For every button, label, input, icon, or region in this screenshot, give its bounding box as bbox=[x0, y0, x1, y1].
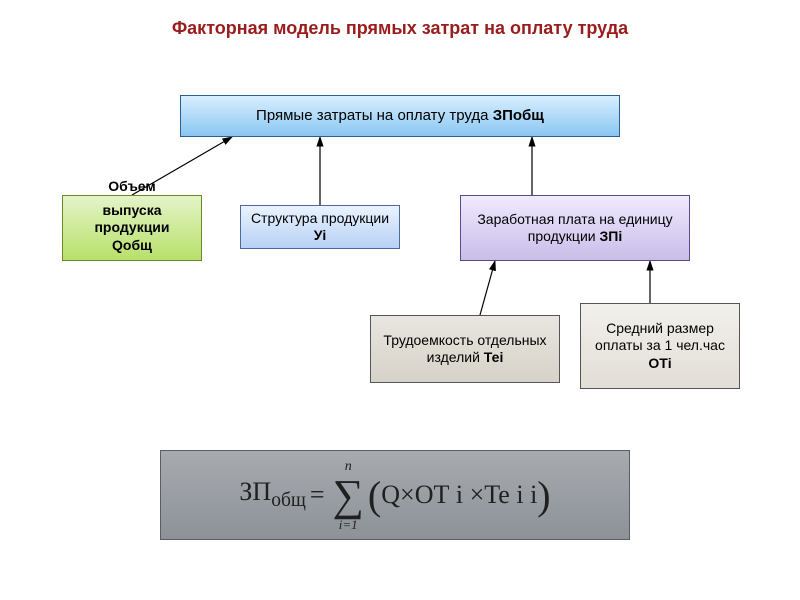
node-product-structure: Структура продукции Уi bbox=[240, 205, 400, 249]
sigma-icon: n ∑ i=1 bbox=[333, 460, 364, 531]
formula-rhs: Q×ОТ i ×Te i i bbox=[381, 480, 537, 510]
formula-content: ЗПобщ = n ∑ i=1 ( Q×ОТ i ×Te i i ) bbox=[239, 460, 550, 531]
node-avg-pay-per-hour: Средний размер оплаты за 1 чел.час ОТi bbox=[580, 303, 740, 389]
node-label: Заработная плата на единицу продукции bbox=[477, 211, 672, 245]
formula-box: ЗПобщ = n ∑ i=1 ( Q×ОТ i ×Te i i ) bbox=[160, 450, 630, 540]
node-label: Средний размер оплаты за 1 чел.час bbox=[595, 320, 725, 354]
node-label: Прямые затраты на оплату труда bbox=[256, 107, 493, 124]
node-symbol: ОТi bbox=[648, 355, 671, 371]
sigma-symbol: ∑ bbox=[333, 474, 364, 518]
node-symbol: ЗПобщ bbox=[493, 107, 544, 124]
node-label: Структура продукции bbox=[251, 210, 389, 226]
left-paren: ( bbox=[368, 472, 381, 519]
node-label: выпуска продукции bbox=[94, 202, 169, 236]
formula-eq: = bbox=[310, 480, 325, 510]
formula-lhs-sub: общ bbox=[271, 491, 306, 512]
node-direct-labor-cost: Прямые затраты на оплату труда ЗПобщ bbox=[180, 95, 620, 137]
diagram-title: Факторная модель прямых затрат на оплату… bbox=[0, 18, 800, 39]
formula-lhs: ЗПобщ bbox=[239, 477, 306, 512]
node-volume-pretext: Объем bbox=[62, 178, 202, 194]
formula-lhs-main: ЗП bbox=[239, 477, 271, 506]
title-text: Факторная модель прямых затрат на оплату… bbox=[172, 18, 628, 38]
formula-rhs-text: Q×ОТ i ×Te i i bbox=[381, 480, 537, 509]
node-symbol: Qобщ bbox=[112, 237, 152, 253]
arrow bbox=[480, 261, 495, 315]
sigma-lower: i=1 bbox=[339, 518, 358, 531]
node-symbol: Теi bbox=[484, 349, 504, 365]
node-wage-per-unit: Заработная плата на единицу продукции ЗП… bbox=[460, 195, 690, 261]
node-label: Трудоемкость отдельных изделий bbox=[383, 332, 546, 366]
node-labor-intensity: Трудоемкость отдельных изделий Теi bbox=[370, 315, 560, 383]
right-paren: ) bbox=[537, 472, 550, 519]
node-symbol: Уi bbox=[314, 227, 327, 243]
node-output-volume: выпуска продукции Qобщ bbox=[62, 195, 202, 261]
node-symbol: ЗПi bbox=[599, 228, 622, 244]
